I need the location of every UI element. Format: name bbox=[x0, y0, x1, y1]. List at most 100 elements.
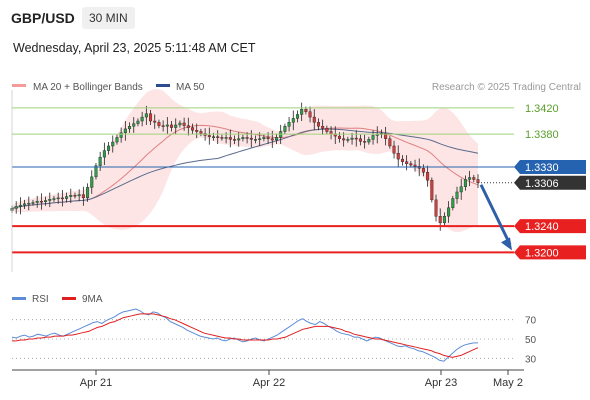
candle bbox=[165, 124, 169, 127]
candle bbox=[182, 122, 186, 126]
forecast bbox=[479, 184, 512, 251]
candle bbox=[354, 137, 358, 140]
candle bbox=[216, 136, 220, 138]
symbol-title: GBP/USD bbox=[11, 10, 75, 26]
candle bbox=[463, 179, 467, 187]
ma20-legend-swatch bbox=[12, 84, 26, 87]
candle bbox=[438, 216, 442, 224]
candle bbox=[102, 150, 106, 158]
candle bbox=[128, 126, 132, 130]
candle bbox=[212, 136, 216, 138]
timeframe-badge[interactable]: 30 MIN bbox=[82, 7, 135, 29]
candle bbox=[342, 138, 346, 141]
candle bbox=[65, 196, 69, 199]
rsi-ma-legend-swatch bbox=[62, 297, 76, 300]
rsi-level-label-30: 30 bbox=[525, 354, 537, 365]
ma50-line bbox=[11, 128, 479, 209]
candle bbox=[48, 198, 52, 201]
candle bbox=[233, 139, 237, 141]
candle bbox=[132, 123, 136, 127]
support-label-1-3240: 1.3240 bbox=[525, 221, 559, 233]
candle bbox=[459, 186, 463, 193]
candle bbox=[350, 137, 354, 140]
candle bbox=[14, 206, 18, 209]
candle bbox=[149, 113, 153, 122]
rsi-legend-swatch bbox=[12, 297, 26, 300]
candle bbox=[295, 114, 299, 119]
candle bbox=[60, 197, 64, 200]
candle bbox=[312, 116, 316, 123]
forecast-arrow-line bbox=[479, 184, 512, 246]
candle bbox=[161, 125, 165, 127]
current-price-label: 1.3306 bbox=[525, 178, 559, 190]
ma20-legend-label: MA 20 + Bollinger Bands bbox=[33, 82, 143, 93]
candle bbox=[86, 187, 90, 199]
candle bbox=[220, 137, 224, 139]
candle bbox=[52, 198, 56, 200]
pivot-tag bbox=[514, 160, 586, 174]
candle bbox=[98, 156, 102, 166]
candle bbox=[426, 172, 430, 181]
candle bbox=[191, 127, 195, 131]
candle bbox=[308, 111, 312, 118]
candle bbox=[144, 113, 148, 118]
levels: 1.3420 1.3380 1.3330 1.3306 1.3240 1.3200 bbox=[12, 103, 586, 260]
candle bbox=[224, 137, 228, 139]
candle bbox=[237, 138, 241, 141]
candle bbox=[153, 120, 157, 123]
candle bbox=[434, 199, 438, 217]
candle bbox=[199, 131, 203, 134]
x-tick-label: Apr 21 bbox=[80, 377, 112, 389]
x-tick-label: May 2 bbox=[493, 377, 523, 389]
candle bbox=[140, 116, 144, 122]
rsi-legend-label: RSI bbox=[32, 294, 49, 305]
ma50-legend-label: MA 50 bbox=[176, 82, 205, 93]
candle bbox=[283, 126, 287, 132]
candle bbox=[107, 145, 111, 151]
candle bbox=[396, 152, 400, 160]
candle bbox=[249, 137, 253, 140]
candle bbox=[304, 108, 308, 112]
candle bbox=[447, 207, 451, 217]
candle bbox=[358, 138, 362, 142]
pivot-label: 1.3330 bbox=[525, 162, 559, 174]
candle bbox=[170, 124, 174, 128]
candle bbox=[90, 176, 94, 188]
candle bbox=[195, 129, 199, 132]
candle bbox=[413, 164, 417, 167]
candle bbox=[245, 137, 249, 139]
candle bbox=[321, 126, 325, 129]
candle bbox=[442, 216, 446, 224]
candle bbox=[44, 200, 48, 203]
rsi-panel: 70 50 30 bbox=[11, 308, 537, 365]
rsi-level-label-50: 50 bbox=[525, 335, 537, 346]
price-plot bbox=[10, 89, 515, 233]
candle bbox=[316, 122, 320, 127]
candle bbox=[262, 137, 266, 139]
candle bbox=[207, 135, 211, 137]
x-tick-label: Apr 22 bbox=[253, 377, 285, 389]
resistance-label-1-3420: 1.3420 bbox=[525, 103, 559, 115]
credit-label: Research © 2025 Trading Central bbox=[432, 82, 581, 93]
candle bbox=[363, 141, 367, 143]
candle bbox=[430, 179, 434, 201]
candle bbox=[94, 165, 98, 178]
candle bbox=[157, 122, 161, 126]
candle bbox=[300, 108, 304, 115]
candle bbox=[258, 138, 262, 140]
candle bbox=[241, 137, 245, 139]
rsi-line bbox=[11, 308, 478, 362]
candle bbox=[81, 194, 85, 199]
support-tag-1-3200 bbox=[514, 245, 586, 260]
candle bbox=[266, 137, 270, 139]
candle bbox=[274, 137, 278, 141]
candle bbox=[186, 125, 190, 128]
candle bbox=[39, 200, 43, 203]
candle bbox=[136, 120, 140, 124]
candle bbox=[253, 139, 257, 141]
candle bbox=[23, 203, 27, 206]
candle bbox=[69, 195, 73, 197]
candle bbox=[400, 158, 404, 162]
candle bbox=[367, 139, 371, 143]
